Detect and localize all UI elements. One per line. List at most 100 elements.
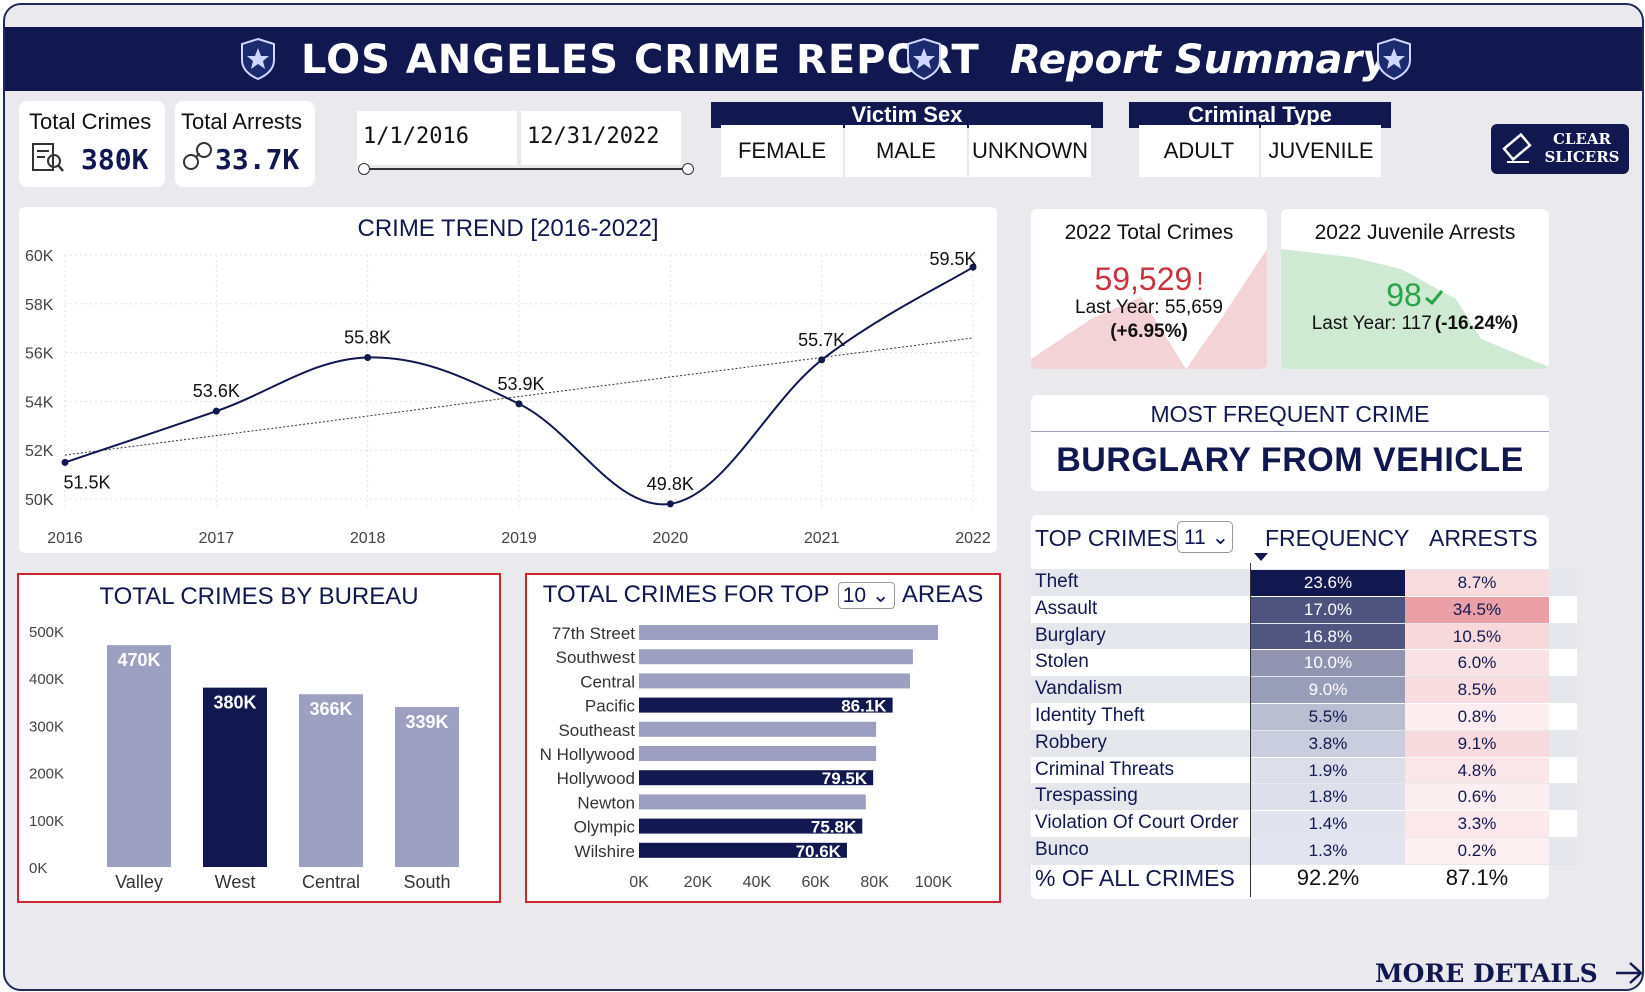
date-slider-track xyxy=(365,168,689,170)
crime-name: Identity Theft xyxy=(1035,705,1145,726)
total-crimes-2022-value: 59,529 xyxy=(1094,261,1193,297)
start-date-input[interactable]: 1/1/2016 xyxy=(357,111,517,165)
bar[interactable] xyxy=(639,625,938,640)
data-point[interactable] xyxy=(666,500,674,508)
dashboard-frame: LOS ANGELES CRIME REPORT Report Summary … xyxy=(3,3,1644,991)
y-tick-label: Southwest xyxy=(556,648,636,667)
top-crimes-table: TOP CRIMES 11 ⌄ FREQUENCY ARRESTS Theft 2… xyxy=(1031,515,1577,899)
bar[interactable] xyxy=(639,770,874,786)
arrests-cell: 6.0% xyxy=(1405,650,1549,677)
y-tick-label: Wilshire xyxy=(575,842,635,861)
chevron-down-icon: ⌄ xyxy=(871,584,890,607)
clear-slicers-button[interactable]: CLEAR SLICERS xyxy=(1491,124,1629,174)
victim-sex-female[interactable]: FEMALE xyxy=(721,125,843,177)
bar[interactable] xyxy=(639,746,877,761)
crime-name: Bunco xyxy=(1035,839,1089,860)
data-point[interactable] xyxy=(515,400,523,408)
total-crimes-2022-change: (+6.95%) xyxy=(1110,321,1188,342)
victim-sex-male[interactable]: MALE xyxy=(845,125,967,177)
crime-name: Robbery xyxy=(1035,731,1107,753)
table-row[interactable]: Criminal Threats 1.9% 4.8% xyxy=(1031,756,1577,785)
arrests-cell: 34.5% xyxy=(1405,596,1549,623)
juvenile-arrests-2022-card: 2022 Juvenile Arrests 98 Last Year: 117(… xyxy=(1281,209,1549,369)
table-row[interactable]: Assault 17.0% 34.5% xyxy=(1031,595,1577,624)
column-divider xyxy=(1250,563,1251,897)
criminal-type-juvenile[interactable]: JUVENILE xyxy=(1261,125,1381,177)
x-tick-label: 2021 xyxy=(804,530,840,547)
crime-name: Assault xyxy=(1035,597,1098,619)
data-point[interactable] xyxy=(969,263,977,271)
police-badge-icon xyxy=(907,37,941,81)
checkmark-icon xyxy=(1424,290,1443,306)
y-tick-label: N Hollywood xyxy=(540,745,635,764)
table-row[interactable]: Robbery 3.8% 9.1% xyxy=(1031,729,1577,758)
bar[interactable] xyxy=(639,818,863,834)
frequency-cell: 1.8% xyxy=(1251,784,1405,811)
x-tick-label: 40K xyxy=(743,874,772,891)
eraser-icon xyxy=(1502,132,1532,163)
crime-trend-chart: 50K 52K 54K 56K 58K 60K 2016 2017 2018 2019 2020 20… xyxy=(25,248,991,547)
bar[interactable] xyxy=(639,649,913,665)
top-areas-dropdown[interactable]: 10 ⌄ xyxy=(837,582,895,609)
crime-trend-title: CRIME TREND [2016-2022] xyxy=(357,215,659,242)
table-row[interactable]: Stolen 10.0% 6.0% xyxy=(1031,649,1577,678)
bar-value-label: 339K xyxy=(405,712,448,732)
y-tick-label: Newton xyxy=(577,793,635,812)
table-row[interactable]: Identity Theft 5.5% 0.8% xyxy=(1031,703,1577,731)
bar[interactable] xyxy=(639,673,910,689)
chevron-down-icon: ⌄ xyxy=(1211,526,1230,549)
data-point[interactable] xyxy=(61,458,69,466)
table-row[interactable]: Vandalism 9.0% 8.5% xyxy=(1031,676,1577,705)
bar[interactable] xyxy=(639,842,847,858)
divider xyxy=(1031,431,1549,432)
y-tick-label: 50K xyxy=(25,492,54,509)
bar[interactable] xyxy=(639,721,877,737)
alert-icon: ! xyxy=(1196,266,1204,296)
y-tick-label: 500K xyxy=(29,624,64,641)
table-row[interactable]: Burglary 16.8% 10.5% xyxy=(1031,622,1577,651)
x-tick-label: West xyxy=(215,872,256,892)
table-row[interactable]: Bunco 1.3% 0.2% xyxy=(1031,837,1577,865)
frequency-cell: 1.3% xyxy=(1251,838,1405,864)
header-bar: LOS ANGELES CRIME REPORT Report Summary xyxy=(5,27,1642,91)
data-label: 49.8K xyxy=(647,474,694,494)
table-row[interactable]: Theft 23.6% 8.7% xyxy=(1031,569,1577,597)
top-crimes-title: TOP CRIMES xyxy=(1035,525,1178,551)
y-tick-label: Pacific xyxy=(585,697,636,716)
data-point[interactable] xyxy=(212,407,220,415)
criminal-type-title: Criminal Type xyxy=(1129,102,1391,128)
total-crimes-2022-title: 2022 Total Crimes xyxy=(1064,221,1234,244)
y-tick-label: Olympic xyxy=(574,818,636,837)
bureau-chart: 0K 100K 200K 300K 400K 500K 470K Valley 380K West… xyxy=(29,624,459,892)
crime-report-icon xyxy=(32,143,64,172)
arrests-cell: 3.3% xyxy=(1405,811,1549,838)
bar[interactable] xyxy=(299,694,363,867)
table-row[interactable]: Violation Of Court Order 1.4% 3.3% xyxy=(1031,810,1577,839)
bar[interactable] xyxy=(107,645,171,867)
table-row[interactable]: Trespassing 1.8% 0.6% xyxy=(1031,783,1577,812)
date-slider-end-handle[interactable] xyxy=(682,163,694,175)
data-point[interactable] xyxy=(818,356,826,364)
bar[interactable] xyxy=(639,794,866,810)
criminal-type-adult[interactable]: ADULT xyxy=(1139,125,1259,177)
bar-value-label: 470K xyxy=(117,650,160,670)
arrests-column-header[interactable]: ARRESTS xyxy=(1429,525,1538,551)
frequency-cell: 5.5% xyxy=(1251,704,1405,730)
frequency-column-header[interactable]: FREQUENCY xyxy=(1265,525,1410,551)
data-point[interactable] xyxy=(364,353,372,361)
date-slider-start-handle[interactable] xyxy=(358,163,370,175)
bar[interactable] xyxy=(639,697,893,713)
frequency-cell: 23.6% xyxy=(1251,570,1405,596)
top-crimes-dropdown[interactable]: 11 ⌄ xyxy=(1177,521,1233,553)
areas-chart-title: TOTAL CRIMES FOR TOP 10 ⌄ AREAS xyxy=(527,581,999,609)
bar[interactable] xyxy=(203,687,267,867)
x-tick-label: 2017 xyxy=(199,530,235,547)
top-crimes-count: 11 xyxy=(1184,526,1206,549)
x-tick-label: 2016 xyxy=(47,530,83,547)
victim-sex-unknown[interactable]: UNKNOWN xyxy=(969,125,1091,177)
x-tick-label: 0K xyxy=(629,874,649,891)
frequency-cell: 1.9% xyxy=(1251,757,1405,784)
end-date-input[interactable]: 12/31/2022 xyxy=(521,111,681,165)
bar[interactable] xyxy=(395,706,459,867)
more-details-link[interactable]: MORE DETAILS xyxy=(1375,959,1642,988)
